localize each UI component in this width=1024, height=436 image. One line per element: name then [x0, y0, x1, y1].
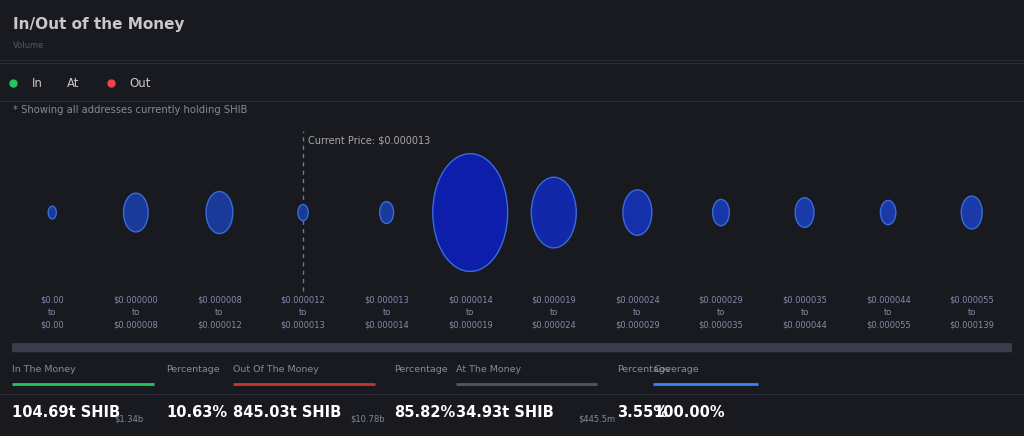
Ellipse shape — [433, 153, 508, 271]
Text: In/Out of the Money: In/Out of the Money — [13, 17, 184, 32]
Text: Volume: Volume — [13, 41, 45, 50]
Text: Percentage: Percentage — [166, 364, 219, 374]
Ellipse shape — [962, 196, 982, 229]
Text: In The Money: In The Money — [12, 364, 76, 374]
Text: $0.000014
to
$0.000019: $0.000014 to $0.000019 — [447, 295, 493, 329]
Text: Percentage: Percentage — [394, 364, 447, 374]
Ellipse shape — [124, 193, 148, 232]
Text: $0.00
to
$0.00: $0.00 to $0.00 — [40, 295, 65, 329]
Text: Out Of The Money: Out Of The Money — [233, 364, 319, 374]
Text: $0.000012
to
$0.000013: $0.000012 to $0.000013 — [281, 295, 326, 329]
Text: 10.63%: 10.63% — [166, 405, 227, 420]
Text: $1.34b: $1.34b — [115, 415, 144, 424]
Ellipse shape — [206, 191, 232, 234]
Text: 3.55%: 3.55% — [617, 405, 669, 420]
Text: Current Price: $0.000013: Current Price: $0.000013 — [308, 136, 430, 146]
Text: 85.82%: 85.82% — [394, 405, 456, 420]
Ellipse shape — [881, 201, 896, 225]
Text: $0.000013
to
$0.000014: $0.000013 to $0.000014 — [365, 295, 409, 329]
Text: Percentage: Percentage — [617, 364, 671, 374]
FancyBboxPatch shape — [2, 343, 1022, 352]
Text: Out: Out — [129, 77, 151, 90]
Text: At The Money: At The Money — [456, 364, 521, 374]
Text: 34.93t SHIB: 34.93t SHIB — [456, 405, 553, 420]
Text: * Showing all addresses currently holding SHIB: * Showing all addresses currently holdin… — [13, 105, 248, 115]
Text: Coverage: Coverage — [653, 364, 699, 374]
Text: In: In — [32, 77, 43, 90]
Text: $0.000019
to
$0.000024: $0.000019 to $0.000024 — [531, 295, 577, 329]
Text: $0.000035
to
$0.000044: $0.000035 to $0.000044 — [782, 295, 827, 329]
Text: 104.69t SHIB: 104.69t SHIB — [12, 405, 121, 420]
Ellipse shape — [623, 190, 652, 235]
Ellipse shape — [298, 204, 308, 221]
Text: 100.00%: 100.00% — [653, 405, 725, 420]
Ellipse shape — [531, 177, 577, 248]
Text: $0.000044
to
$0.000055: $0.000044 to $0.000055 — [865, 295, 910, 329]
Text: $0.000000
to
$0.000008: $0.000000 to $0.000008 — [114, 295, 159, 329]
Text: 845.03t SHIB: 845.03t SHIB — [233, 405, 342, 420]
Ellipse shape — [380, 201, 393, 224]
Text: $0.000008
to
$0.000012: $0.000008 to $0.000012 — [197, 295, 242, 329]
Ellipse shape — [795, 198, 814, 227]
Text: $0.000024
to
$0.000029: $0.000024 to $0.000029 — [615, 295, 659, 329]
Ellipse shape — [713, 199, 729, 226]
Text: $0.000055
to
$0.000139: $0.000055 to $0.000139 — [949, 295, 994, 329]
Text: $0.000029
to
$0.000035: $0.000029 to $0.000035 — [698, 295, 743, 329]
Text: At: At — [67, 77, 79, 90]
Ellipse shape — [48, 206, 56, 219]
Text: $445.5m: $445.5m — [579, 415, 615, 424]
Text: $10.78b: $10.78b — [350, 415, 385, 424]
